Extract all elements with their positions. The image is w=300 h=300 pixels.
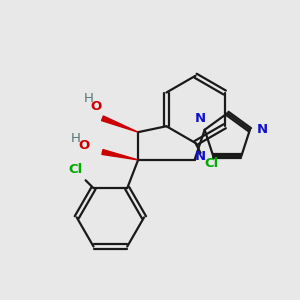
Polygon shape xyxy=(102,150,138,160)
Text: N: N xyxy=(195,112,206,125)
Text: Cl: Cl xyxy=(68,163,83,176)
Text: H: H xyxy=(84,92,94,105)
Text: O: O xyxy=(78,139,89,152)
Text: N: N xyxy=(257,123,268,136)
Text: O: O xyxy=(91,100,102,113)
Text: Cl: Cl xyxy=(205,157,219,170)
Text: H: H xyxy=(71,132,81,145)
Polygon shape xyxy=(101,116,138,132)
Text: N: N xyxy=(195,150,206,163)
